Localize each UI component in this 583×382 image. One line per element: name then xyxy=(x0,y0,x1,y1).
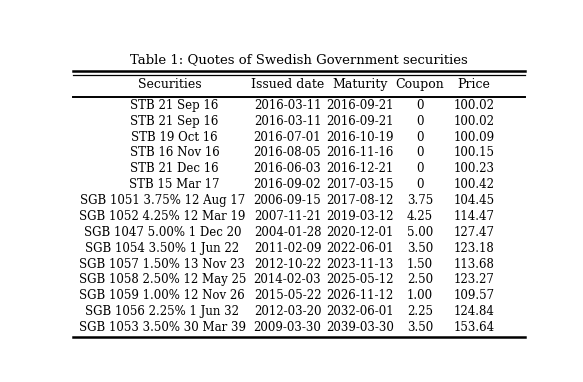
Text: 2009-03-30: 2009-03-30 xyxy=(254,321,321,334)
Text: 2016-07-01: 2016-07-01 xyxy=(254,131,321,144)
Text: STB 16 Nov 16: STB 16 Nov 16 xyxy=(129,146,219,159)
Text: 3.50: 3.50 xyxy=(407,321,433,334)
Text: 5.00: 5.00 xyxy=(407,226,433,239)
Text: STB 21 Dec 16: STB 21 Dec 16 xyxy=(130,162,219,175)
Text: SGB 1053 3.50% 30 Mar 39: SGB 1053 3.50% 30 Mar 39 xyxy=(79,321,246,334)
Text: 0: 0 xyxy=(416,178,424,191)
Text: 1.00: 1.00 xyxy=(407,289,433,303)
Text: STB 19 Oct 16: STB 19 Oct 16 xyxy=(131,131,218,144)
Text: Price: Price xyxy=(458,78,490,91)
Text: SGB 1056 2.25% 1 Jun 32: SGB 1056 2.25% 1 Jun 32 xyxy=(85,305,240,318)
Text: SGB 1051 3.75% 12 Aug 17: SGB 1051 3.75% 12 Aug 17 xyxy=(80,194,245,207)
Text: STB 21 Sep 16: STB 21 Sep 16 xyxy=(131,99,219,112)
Text: Table 1: Quotes of Swedish Government securities: Table 1: Quotes of Swedish Government se… xyxy=(130,53,468,66)
Text: SGB 1052 4.25% 12 Mar 19: SGB 1052 4.25% 12 Mar 19 xyxy=(79,210,245,223)
Text: 2016-03-11: 2016-03-11 xyxy=(254,115,321,128)
Text: 124.84: 124.84 xyxy=(454,305,494,318)
Text: 2016-03-11: 2016-03-11 xyxy=(254,99,321,112)
Text: 2032-06-01: 2032-06-01 xyxy=(326,305,394,318)
Text: 109.57: 109.57 xyxy=(454,289,494,303)
Text: 2017-03-15: 2017-03-15 xyxy=(326,178,394,191)
Text: 2016-12-21: 2016-12-21 xyxy=(326,162,394,175)
Text: 113.68: 113.68 xyxy=(454,257,494,270)
Text: 100.42: 100.42 xyxy=(454,178,494,191)
Text: 100.15: 100.15 xyxy=(454,146,494,159)
Text: 2016-09-02: 2016-09-02 xyxy=(254,178,321,191)
Text: SGB 1054 3.50% 1 Jun 22: SGB 1054 3.50% 1 Jun 22 xyxy=(85,242,240,255)
Text: Maturity: Maturity xyxy=(332,78,388,91)
Text: 2025-05-12: 2025-05-12 xyxy=(326,274,394,286)
Text: 2012-03-20: 2012-03-20 xyxy=(254,305,321,318)
Text: SGB 1047 5.00% 1 Dec 20: SGB 1047 5.00% 1 Dec 20 xyxy=(83,226,241,239)
Text: 0: 0 xyxy=(416,99,424,112)
Text: 0: 0 xyxy=(416,115,424,128)
Text: SGB 1059 1.00% 12 Nov 26: SGB 1059 1.00% 12 Nov 26 xyxy=(79,289,245,303)
Text: 2015-05-22: 2015-05-22 xyxy=(254,289,321,303)
Text: 2022-06-01: 2022-06-01 xyxy=(326,242,394,255)
Text: 2014-02-03: 2014-02-03 xyxy=(254,274,321,286)
Text: 2016-09-21: 2016-09-21 xyxy=(326,99,394,112)
Text: 2016-11-16: 2016-11-16 xyxy=(326,146,394,159)
Text: STB 15 Mar 17: STB 15 Mar 17 xyxy=(129,178,220,191)
Text: 0: 0 xyxy=(416,146,424,159)
Text: 2016-10-19: 2016-10-19 xyxy=(326,131,394,144)
Text: 2.50: 2.50 xyxy=(407,274,433,286)
Text: 2039-03-30: 2039-03-30 xyxy=(326,321,394,334)
Text: 123.18: 123.18 xyxy=(454,242,494,255)
Text: STB 21 Sep 16: STB 21 Sep 16 xyxy=(131,115,219,128)
Text: 153.64: 153.64 xyxy=(454,321,494,334)
Text: SGB 1057 1.50% 13 Nov 23: SGB 1057 1.50% 13 Nov 23 xyxy=(79,257,245,270)
Text: 2020-12-01: 2020-12-01 xyxy=(326,226,394,239)
Text: 100.02: 100.02 xyxy=(454,115,494,128)
Text: 1.50: 1.50 xyxy=(407,257,433,270)
Text: 2019-03-12: 2019-03-12 xyxy=(326,210,394,223)
Text: 2012-10-22: 2012-10-22 xyxy=(254,257,321,270)
Text: 4.25: 4.25 xyxy=(407,210,433,223)
Text: 0: 0 xyxy=(416,131,424,144)
Text: 2006-09-15: 2006-09-15 xyxy=(254,194,321,207)
Text: 123.27: 123.27 xyxy=(454,274,494,286)
Text: 104.45: 104.45 xyxy=(454,194,494,207)
Text: Issued date: Issued date xyxy=(251,78,324,91)
Text: SGB 1058 2.50% 12 May 25: SGB 1058 2.50% 12 May 25 xyxy=(79,274,246,286)
Text: 3.50: 3.50 xyxy=(407,242,433,255)
Text: 2007-11-21: 2007-11-21 xyxy=(254,210,321,223)
Text: 2.25: 2.25 xyxy=(407,305,433,318)
Text: 100.09: 100.09 xyxy=(454,131,494,144)
Text: 2023-11-13: 2023-11-13 xyxy=(326,257,394,270)
Text: 2011-02-09: 2011-02-09 xyxy=(254,242,321,255)
Text: 127.47: 127.47 xyxy=(454,226,494,239)
Text: 3.75: 3.75 xyxy=(407,194,433,207)
Text: 114.47: 114.47 xyxy=(454,210,494,223)
Text: 100.02: 100.02 xyxy=(454,99,494,112)
Text: Coupon: Coupon xyxy=(395,78,444,91)
Text: 2016-08-05: 2016-08-05 xyxy=(254,146,321,159)
Text: 2016-09-21: 2016-09-21 xyxy=(326,115,394,128)
Text: 100.23: 100.23 xyxy=(454,162,494,175)
Text: 2026-11-12: 2026-11-12 xyxy=(326,289,394,303)
Text: Securities: Securities xyxy=(138,78,202,91)
Text: 2017-08-12: 2017-08-12 xyxy=(326,194,394,207)
Text: 2016-06-03: 2016-06-03 xyxy=(254,162,321,175)
Text: 2004-01-28: 2004-01-28 xyxy=(254,226,321,239)
Text: 0: 0 xyxy=(416,162,424,175)
